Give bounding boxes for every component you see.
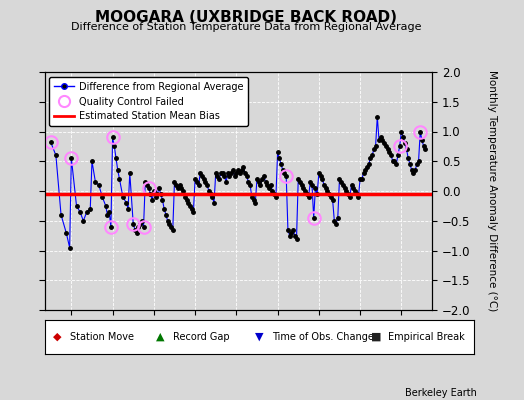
Legend: Difference from Regional Average, Quality Control Failed, Estimated Station Mean: Difference from Regional Average, Qualit… — [49, 77, 248, 126]
Text: Station Move: Station Move — [70, 332, 134, 342]
Text: Berkeley Earth: Berkeley Earth — [405, 388, 477, 398]
Text: Time of Obs. Change: Time of Obs. Change — [272, 332, 374, 342]
Text: Difference of Station Temperature Data from Regional Average: Difference of Station Temperature Data f… — [71, 22, 421, 32]
Text: Record Gap: Record Gap — [173, 332, 230, 342]
Text: ▲: ▲ — [156, 332, 165, 342]
Text: Empirical Break: Empirical Break — [388, 332, 465, 342]
Text: ▼: ▼ — [255, 332, 264, 342]
Y-axis label: Monthly Temperature Anomaly Difference (°C): Monthly Temperature Anomaly Difference (… — [487, 70, 497, 312]
Text: MOOGARA (UXBRIDGE BACK ROAD): MOOGARA (UXBRIDGE BACK ROAD) — [95, 10, 397, 25]
Text: ■: ■ — [371, 332, 381, 342]
Text: ◆: ◆ — [53, 332, 62, 342]
